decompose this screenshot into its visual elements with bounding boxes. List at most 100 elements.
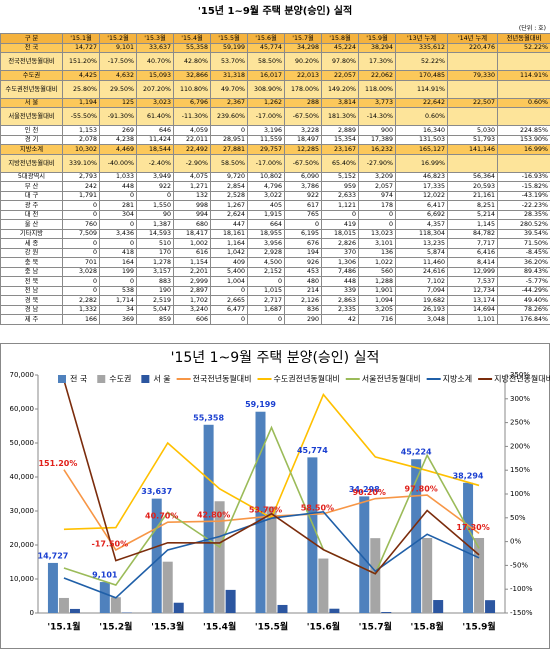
line-value-label: 97.80% — [405, 485, 438, 494]
table-cell: 1,267 — [210, 200, 248, 211]
table-cell: 760 — [62, 219, 100, 230]
header-cell: '15.5월 — [210, 33, 248, 44]
table-cell: 281 — [99, 200, 137, 211]
legend-label: 지방전년동월대비 — [494, 374, 550, 384]
table-cell: 2,928 — [247, 247, 285, 258]
table-cell: 2,057 — [358, 181, 396, 192]
x-tick-label: '15.7월 — [359, 621, 392, 633]
table-cell: 22,642 — [395, 97, 448, 108]
line-value-label: 151.20% — [38, 459, 77, 468]
table-cell — [497, 79, 550, 99]
table-cell: 18,161 — [210, 228, 248, 239]
table-cell: 14,694 — [447, 304, 498, 315]
header-cell: 구 분 — [0, 33, 63, 44]
row-label: 전 국 — [0, 42, 63, 53]
table-cell: 79,330 — [447, 70, 498, 81]
table-cell: 7,094 — [395, 285, 448, 296]
bar-value-label: 45,774 — [297, 446, 328, 455]
table-cell: 2,367 — [210, 97, 248, 108]
table-cell: 2,717 — [247, 295, 285, 306]
table-cell: 151.20% — [62, 52, 100, 71]
y-tick-label: 50,000 — [10, 439, 35, 447]
table-cell: -22.23% — [497, 200, 550, 211]
table-cell: 2,826 — [321, 238, 359, 249]
bar — [214, 501, 225, 613]
table-cell: 4,469 — [99, 144, 137, 155]
table-cell: 2,152 — [247, 266, 285, 277]
table-cell: 22,057 — [321, 70, 359, 81]
table-cell: 15,093 — [136, 70, 174, 81]
table-cell: -40.00% — [99, 153, 137, 173]
table-cell: 11,424 — [136, 134, 174, 145]
bar-value-label: 55,358 — [193, 413, 224, 422]
y2-tick-label: 0% — [510, 538, 521, 546]
table-cell: 52.22% — [395, 52, 448, 71]
table-cell: 18,015 — [321, 228, 359, 239]
legend-swatch — [141, 375, 150, 383]
table-cell: 994 — [173, 209, 211, 220]
table-cell: 405 — [247, 200, 285, 211]
table-cell: 58.50% — [210, 153, 248, 173]
row-label: 제 주 — [0, 314, 63, 325]
table-cell: 453 — [284, 266, 322, 277]
table-row: 제 주 166 369 859 606 0 0 290 42 716 3,048 1,101 176.8… — [0, 314, 550, 325]
table-cell: 7,486 — [321, 266, 359, 277]
table-cell: 13,235 — [395, 238, 448, 249]
table-cell: 2,078 — [62, 134, 100, 145]
table-cell — [447, 52, 498, 71]
bar-value-label: 33,637 — [141, 487, 172, 496]
table-cell: 676 — [284, 238, 322, 249]
x-tick-label: '15.6월 — [307, 621, 340, 633]
row-label: 충 북 — [0, 257, 63, 268]
table-cell: 34,298 — [284, 42, 322, 53]
row-label: 부 산 — [0, 181, 63, 192]
table-cell: 1,702 — [173, 295, 211, 306]
table-cell: 3,023 — [136, 97, 174, 108]
table-cell: 25.80% — [62, 79, 100, 99]
table-cell: 16.99% — [497, 144, 550, 155]
table-cell: 36.20% — [497, 257, 550, 268]
table-cell: 190 — [136, 285, 174, 296]
bar-value-label: 34,298 — [349, 485, 380, 494]
table-cell: 24,616 — [395, 266, 448, 277]
header-cell: '15.4월 — [173, 33, 211, 44]
y-tick-label: 10,000 — [10, 575, 35, 583]
table-cell: 6,195 — [284, 228, 322, 239]
legend-label: 서 울 — [153, 375, 170, 384]
line — [63, 510, 480, 599]
table-cell: 0 — [210, 125, 248, 136]
table-cell — [497, 153, 550, 173]
table-cell: 242 — [62, 181, 100, 192]
table-cell: 1,022 — [358, 257, 396, 268]
table-cell: 132 — [173, 190, 211, 201]
table-cell: 0 — [62, 238, 100, 249]
table-row: 울 산 760 0 1,387 680 447 664 0 419 0 4,357 1,145 280.… — [0, 219, 550, 230]
table-cell: 220,476 — [447, 42, 498, 53]
table-cell: 131,503 — [395, 134, 448, 145]
table-cell: 32,866 — [173, 70, 211, 81]
table-cell: 1,101 — [447, 314, 498, 325]
table-cell: 4,238 — [99, 134, 137, 145]
table-cell: 136 — [358, 247, 396, 258]
unit-label: (단위 : 호) — [518, 25, 546, 32]
table-cell: 55,358 — [173, 42, 211, 53]
line — [63, 379, 480, 575]
table-cell: 3,773 — [358, 97, 396, 108]
table-cell: 5,047 — [136, 304, 174, 315]
table-cell: 3,101 — [358, 238, 396, 249]
table-cell: 883 — [136, 276, 174, 287]
table-cell: 2,897 — [173, 285, 211, 296]
table-cell: 29,757 — [247, 144, 285, 155]
table-cell: 4,059 — [173, 125, 211, 136]
table-cell: 4,425 — [62, 70, 100, 81]
row-label: 대 구 — [0, 190, 63, 201]
bar-value-label: 45,224 — [401, 448, 432, 457]
row-label: 경 북 — [0, 295, 63, 306]
table-cell: 110.80% — [173, 79, 211, 99]
table-cell: 42.80% — [173, 52, 211, 71]
table-cell: 0 — [284, 219, 322, 230]
table-cell: 335,612 — [395, 42, 448, 53]
table-cell: -14.30% — [358, 107, 396, 126]
table-cell: 538 — [99, 285, 137, 296]
